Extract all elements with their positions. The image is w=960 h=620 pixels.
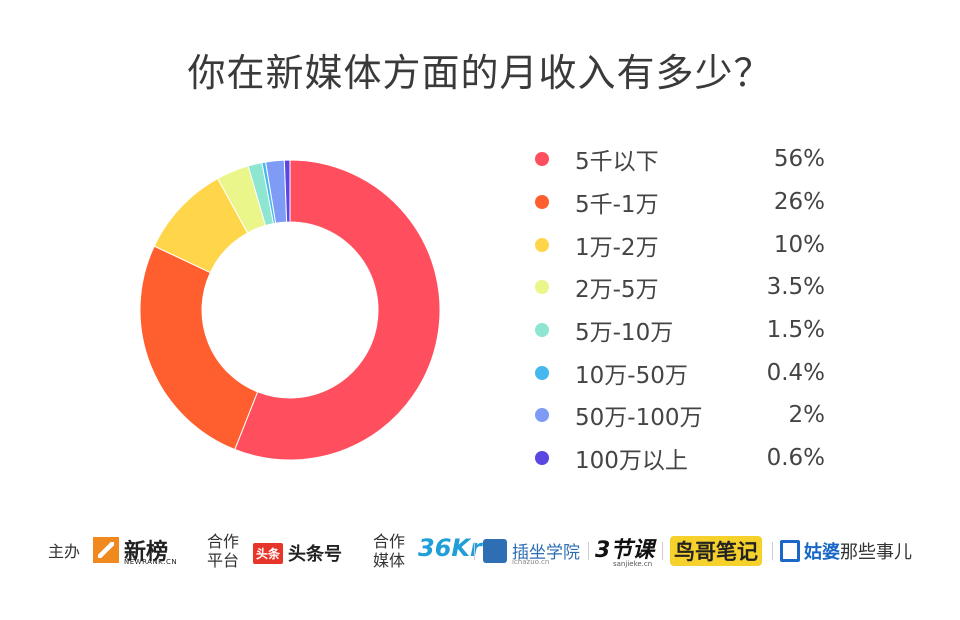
toutiao-badge: 头条 [253, 542, 284, 564]
legend-label: 5千-1万 [575, 192, 659, 219]
legend-marker [535, 152, 549, 167]
sanjieke-name: 3节课 [595, 538, 655, 563]
legend-value: 3.5% [766, 274, 825, 301]
legend-item: 10万-50万 0.4% [535, 351, 825, 394]
platform-label-line2: 平台 [207, 551, 240, 570]
donut-slice-2 [139, 245, 259, 451]
legend-label: 100万以上 [575, 448, 688, 475]
legend-marker [535, 408, 549, 423]
niaoge-logo: 鸟哥笔记 [670, 536, 762, 566]
gupo-rest: 那些事儿 [840, 542, 912, 563]
legend-item: 100万以上 0.6% [535, 437, 825, 480]
chazuo-name: 插坐学院 [512, 543, 580, 563]
donut-slice-1 [234, 159, 441, 461]
legend-item: 5千以下 56% [535, 138, 825, 181]
logo-36kr: 36Kr [418, 534, 482, 562]
separator [588, 542, 589, 560]
legend-marker [535, 323, 549, 338]
legend-marker [535, 280, 549, 295]
legend-value: 10% [773, 231, 825, 258]
media-label-line1: 合作 [373, 532, 406, 551]
legend-value: 0.6% [766, 445, 825, 472]
xinbang-mark-icon [93, 537, 119, 563]
legend-value: 0.4% [766, 359, 825, 386]
xinbang-sub: NEWRANK.CN [124, 558, 178, 566]
sanjieke-logo: 3节课 sanjieke.cn [595, 532, 654, 568]
chazuo-logo: 插坐学院 ichazuo.cn [483, 538, 580, 566]
xinbang-logo: 新榜 NEWRANK.CN [93, 534, 177, 566]
chart-legend: 5千以下 56% 5千-1万 26% 1万-2万 10% 2万-5万 3.5% 5万-10万 1.… [535, 138, 825, 480]
legend-value: 26% [773, 189, 825, 216]
legend-marker [535, 365, 549, 380]
legend-marker [535, 195, 549, 210]
legend-value: 1.5% [766, 317, 825, 344]
legend-value: 2% [788, 402, 826, 429]
separator [772, 542, 773, 560]
legend-item: 1万-2万 10% [535, 223, 825, 266]
legend-item: 50万-100万 2% [535, 394, 825, 437]
xinbang-name: 新榜 [124, 540, 169, 565]
sanjieke-sub: sanjieke.cn [613, 560, 653, 568]
legend-label: 2万-5万 [575, 277, 659, 304]
footer-sponsors: 主办 新榜 NEWRANK.CN 合作 平台 头条 头条号 合作 媒体 36Kr… [0, 520, 960, 580]
legend-label: 1万-2万 [575, 234, 659, 261]
chart-title: 你在新媒体方面的月收入有多少？ [187, 51, 773, 95]
legend-label: 10万-50万 [575, 362, 688, 389]
media-label-line2: 媒体 [373, 551, 406, 570]
separator [474, 542, 475, 560]
toutiaohao-logo: 头条 头条号 [253, 540, 342, 566]
donut-slice-8 [283, 159, 291, 223]
legend-item: 5万-10万 1.5% [535, 309, 825, 352]
legend-label: 5万-10万 [575, 320, 674, 347]
separator [662, 542, 663, 560]
donut-chart [139, 159, 441, 461]
host-label: 主办 [48, 542, 81, 561]
chazuo-mark-icon [483, 538, 507, 563]
legend-item: 2万-5万 3.5% [535, 266, 825, 309]
platform-label-line1: 合作 [207, 532, 240, 551]
gupo-mark-icon [780, 540, 800, 562]
legend-value: 56% [773, 146, 825, 173]
legend-item: 5千-1万 26% [535, 181, 825, 224]
legend-label: 5千以下 [575, 149, 659, 176]
legend-label: 50万-100万 [575, 405, 703, 432]
chazuo-sub: ichazuo.cn [512, 558, 550, 566]
toutiaohao-name: 头条号 [288, 544, 343, 565]
gupo-name: 姑婆 [804, 542, 840, 563]
legend-marker [535, 237, 549, 252]
gupo-logo: 姑婆 那些事儿 [780, 538, 912, 564]
legend-marker [535, 451, 549, 466]
